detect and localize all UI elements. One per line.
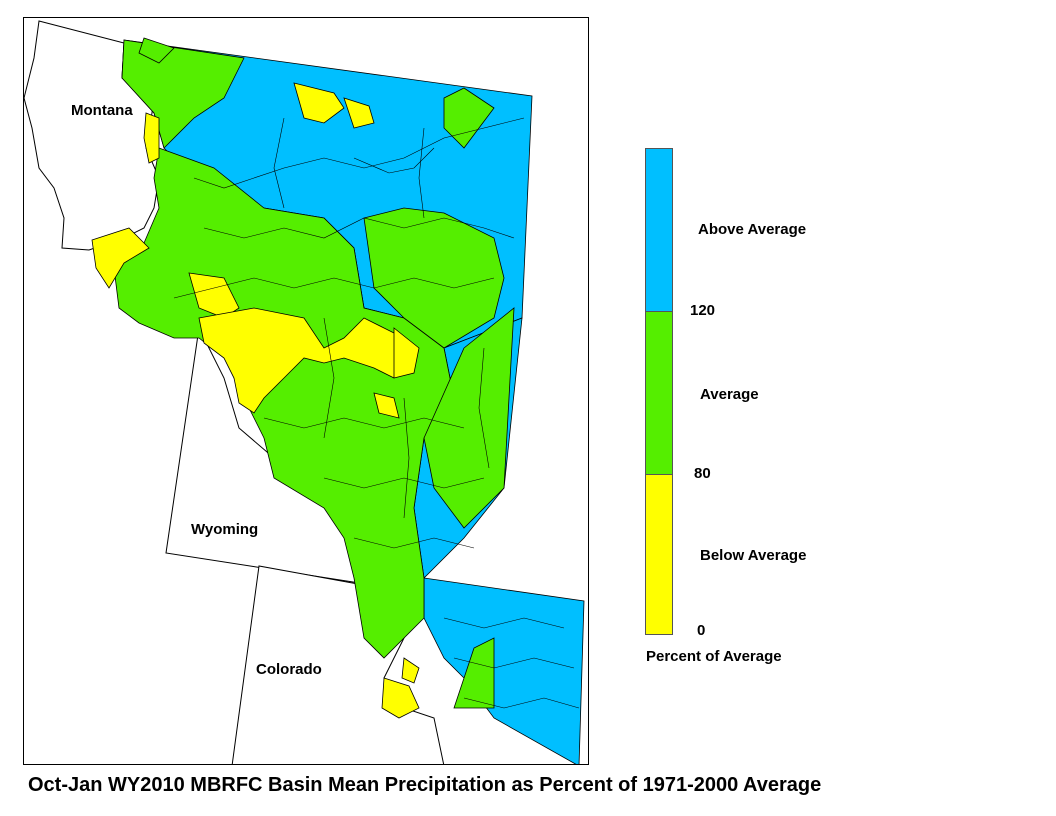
label-colorado: Colorado [256, 661, 322, 678]
basin-map [24, 20, 585, 764]
legend-below-label: Below Average [700, 547, 807, 564]
legend-tick-120: 120 [690, 302, 716, 319]
map-caption: Oct-Jan WY2010 MBRFC Basin Mean Precipit… [28, 774, 822, 796]
label-wyoming: Wyoming [191, 521, 259, 538]
legend-average-swatch [646, 311, 672, 475]
legend-above-label: Above Average [698, 221, 807, 238]
legend-tick-80: 80 [694, 465, 711, 482]
legend-below-swatch [646, 475, 672, 634]
legend-average-label: Average [700, 386, 759, 403]
legend-tick-0: 0 [697, 622, 706, 639]
label-montana: Montana [71, 102, 133, 119]
basin-boundaries [173, 117, 580, 709]
legend-above-swatch [646, 149, 672, 311]
legend-color-bar [645, 148, 673, 635]
legend-units-label: Percent of Average [646, 648, 782, 665]
below-average-regions [91, 82, 420, 719]
map-panel: Montana Wyoming Colorado [23, 17, 589, 765]
